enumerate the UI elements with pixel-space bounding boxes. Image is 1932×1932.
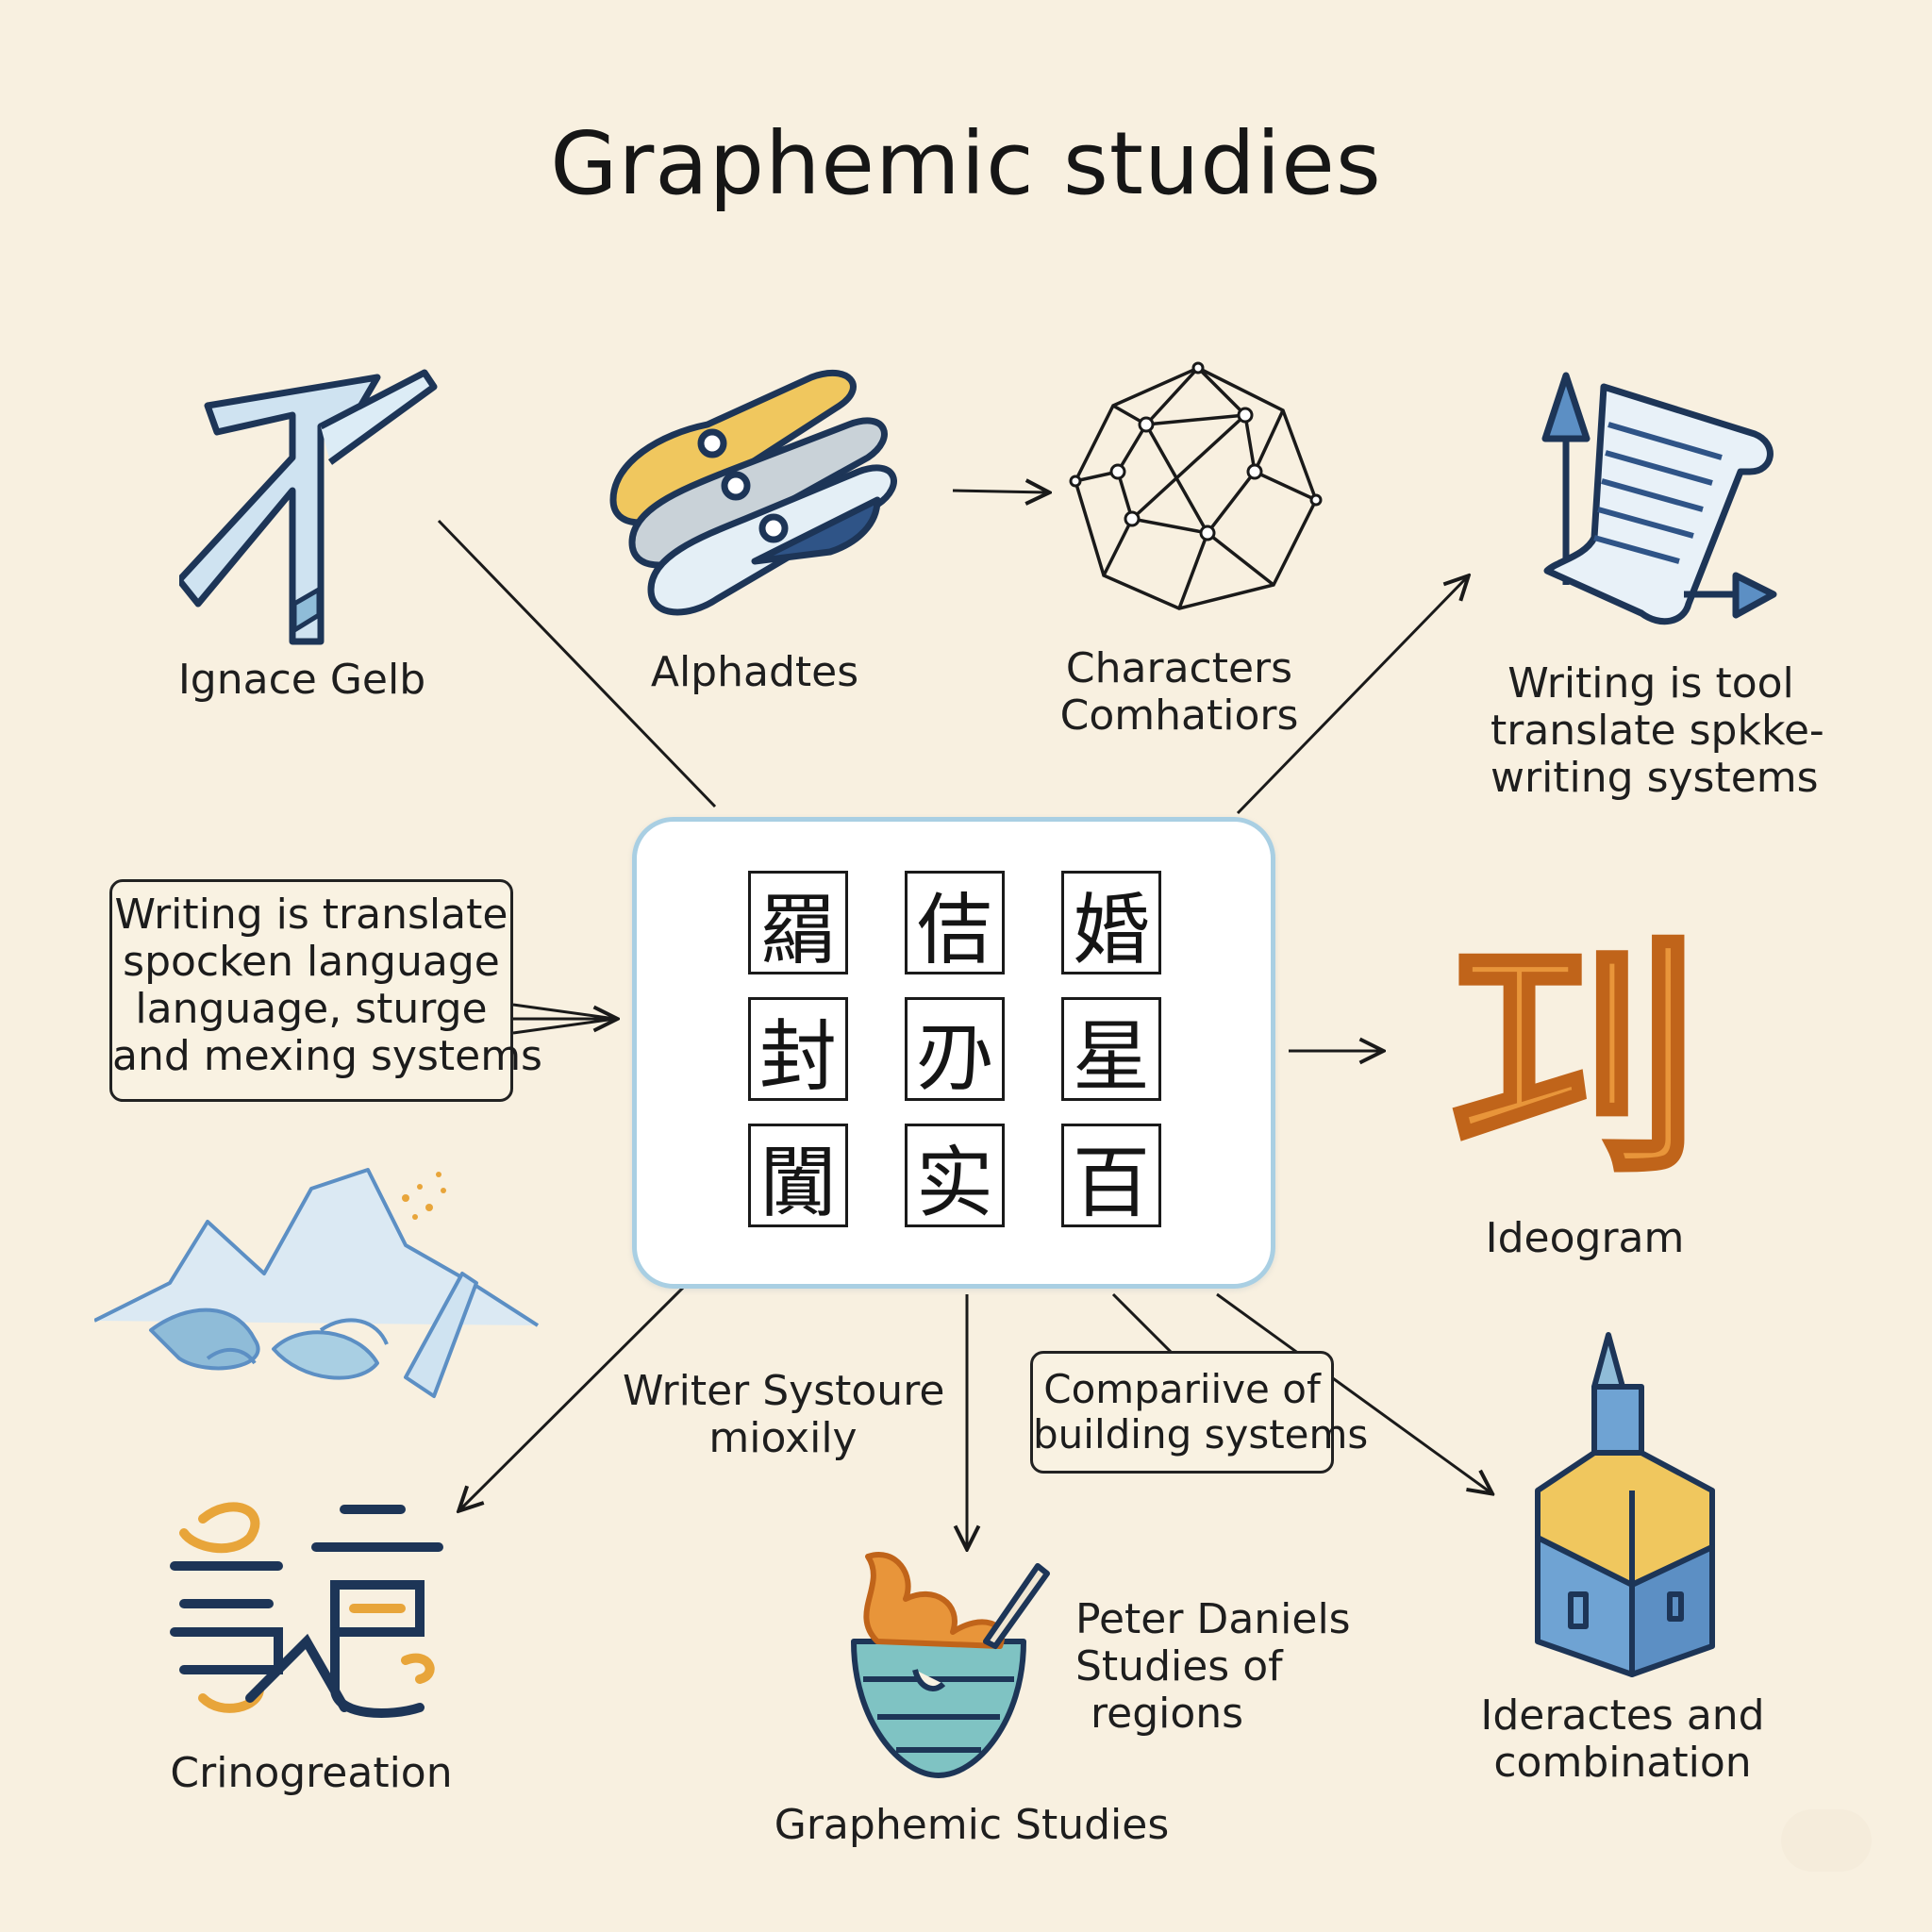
- node-graphemic-studies: Graphemic Studies: [774, 1801, 1170, 1849]
- network-polyhedron-icon: [1069, 361, 1323, 610]
- mountain-landscape-icon: [94, 1168, 540, 1398]
- watermark-badge: [1781, 1809, 1872, 1872]
- character-tile: 百: [1061, 1124, 1161, 1228]
- connector-crinogreation: [460, 1286, 685, 1509]
- character-tile: 婚: [1061, 871, 1161, 975]
- character-tile: 星: [1061, 997, 1161, 1102]
- node-ignace-gelb: Ignace Gelb: [177, 656, 426, 704]
- alphabet-strips-icon: [609, 370, 897, 616]
- tower-building-icon: [1535, 1332, 1715, 1677]
- bowl-flame-icon: [851, 1552, 1050, 1778]
- connector-ideractes: [1216, 1292, 1491, 1492]
- node-writing-tool: Writing is tool translate spkke-writing s…: [1491, 659, 1824, 802]
- ideogram-glyph: 㓚: [1445, 912, 1706, 1209]
- scroll-arrows-icon: [1541, 372, 1777, 625]
- character-tile: 实: [905, 1124, 1005, 1228]
- character-tile: 羂: [748, 871, 848, 975]
- character-tile: 刅: [905, 997, 1005, 1102]
- node-crinogreation: Crinogreation: [170, 1749, 453, 1797]
- connector-gelb: [437, 519, 717, 808]
- character-grid: 羂 佶 婚 封 刅 星 闐 实 百: [748, 871, 1161, 1228]
- diagram-title: Graphemic studies: [550, 113, 1382, 214]
- writing-translate-box: Writing is translate spocken language la…: [109, 879, 542, 1102]
- connector-comparative: [1111, 1292, 1177, 1357]
- character-tile: 封: [748, 997, 848, 1102]
- node-peter-daniels: Peter Daniels Studies of regions: [1075, 1595, 1351, 1738]
- character-tile: 佶: [905, 871, 1005, 975]
- node-writer-system: Writer Systoure mioxily: [623, 1367, 945, 1462]
- character-tile: 闐: [748, 1124, 848, 1228]
- node-characters: Characters Comhatiors: [1059, 644, 1299, 740]
- node-ideractes: Ideractes and combination: [1480, 1691, 1765, 1787]
- connector-writing-tool: [1236, 577, 1467, 815]
- node-ideogram: Ideogram: [1485, 1214, 1685, 1262]
- script-characters-icon: [170, 1502, 443, 1718]
- comparative-box: Compariive of building systems: [1030, 1351, 1368, 1474]
- connector-alphabets-characters: [952, 491, 1047, 492]
- central-character-panel: 羂 佶 婚 封 刅 星 闐 实 百: [632, 817, 1275, 1289]
- rune-icon: [179, 369, 438, 645]
- node-alphabets: Alphadtes: [650, 648, 859, 696]
